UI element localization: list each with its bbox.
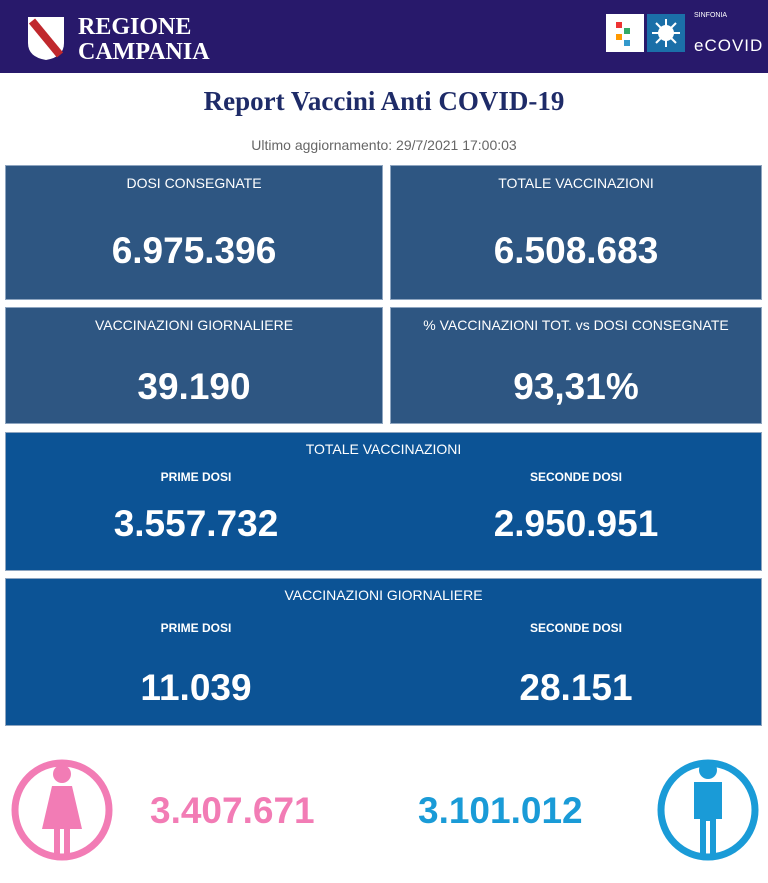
- female-icon: [11, 759, 113, 861]
- card-value: 93,31%: [513, 366, 639, 407]
- item-value: 3.557.732: [113, 503, 279, 544]
- card-value: 39.190: [137, 366, 251, 407]
- item-label: SECONDE DOSI: [529, 470, 622, 484]
- card: DOSI CONSEGNATE 6.975.396: [5, 165, 383, 300]
- panel-title: TOTALE VACCINAZIONI: [305, 441, 462, 457]
- logo-shield: [28, 17, 64, 60]
- card-label: VACCINAZIONI GIORNALIERE: [94, 317, 294, 333]
- report-title: Report Vaccini Anti COVID-19: [203, 86, 565, 116]
- item-label: PRIME DOSI: [160, 621, 232, 635]
- female-count: 3.407.671: [150, 790, 315, 831]
- item-label: SECONDE DOSI: [529, 621, 622, 635]
- card-value: 6.975.396: [111, 230, 277, 271]
- panel: VACCINAZIONI GIORNALIERE PRIME DOSI SECO…: [5, 578, 762, 726]
- logo-text: CAMPANIA: [78, 39, 210, 65]
- card-label: % VACCINAZIONI TOT. vs DOSI CONSEGNATE: [423, 317, 729, 333]
- item-value: 11.039: [140, 667, 252, 708]
- item-value: 2.950.951: [493, 503, 659, 544]
- item-value: 28.151: [519, 667, 633, 708]
- card: TOTALE VACCINAZIONI 6.508.683: [390, 165, 762, 300]
- male-icon: [657, 759, 759, 861]
- card-label: TOTALE VACCINAZIONI: [498, 175, 654, 191]
- panel-title: VACCINAZIONI GIORNALIERE: [284, 587, 483, 603]
- card-label: DOSI CONSEGNATE: [126, 175, 262, 191]
- card: % VACCINAZIONI TOT. vs DOSI CONSEGNATE 9…: [390, 307, 762, 424]
- item-label: PRIME DOSI: [160, 470, 232, 484]
- brand-icon: [606, 14, 644, 52]
- last-update: Ultimo aggiornamento: 29/7/2021 17:00:03: [251, 137, 517, 153]
- logo-text: REGIONE: [78, 14, 192, 40]
- brand-icon: [647, 14, 685, 52]
- panel: TOTALE VACCINAZIONI PRIME DOSI SECONDE D…: [5, 432, 762, 571]
- header: REGIONE CAMPANIA SINFONIA eCOVID: [0, 0, 768, 73]
- brand: eCOVID: [694, 36, 764, 55]
- card-value: 6.508.683: [493, 230, 659, 271]
- brand-small: SINFONIA: [694, 12, 728, 19]
- card: VACCINAZIONI GIORNALIERE 39.190: [5, 307, 383, 424]
- male-count: 3.101.012: [418, 790, 583, 831]
